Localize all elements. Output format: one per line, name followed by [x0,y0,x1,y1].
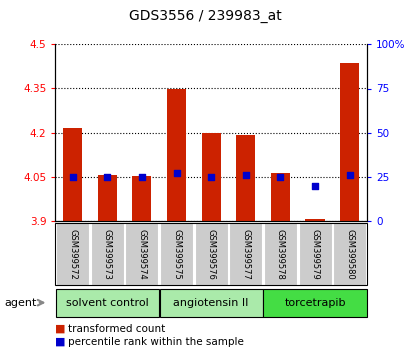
Text: torcetrapib: torcetrapib [283,298,345,308]
Text: ■: ■ [55,324,66,333]
Bar [201,133,220,221]
Text: GSM399572: GSM399572 [68,229,77,279]
Text: GDS3556 / 239983_at: GDS3556 / 239983_at [128,9,281,23]
Text: agent: agent [4,298,36,308]
Point [138,174,145,180]
Text: GSM399578: GSM399578 [275,229,284,279]
Bar [305,219,324,221]
Bar [339,63,358,221]
Text: GSM399575: GSM399575 [172,229,181,279]
Point [242,172,248,178]
Bar [97,175,117,221]
Text: GSM399576: GSM399576 [206,229,215,279]
Point [69,174,76,180]
Bar [270,172,289,221]
Text: solvent control: solvent control [66,298,148,308]
Text: GSM399574: GSM399574 [137,229,146,279]
Point [104,174,110,180]
Point [207,174,214,180]
Point [276,174,283,180]
Text: ■: ■ [55,337,66,347]
Text: GSM399579: GSM399579 [310,229,319,279]
Text: GSM399580: GSM399580 [344,229,353,279]
Text: GSM399573: GSM399573 [103,229,112,279]
Bar [236,135,255,221]
Text: transformed count: transformed count [67,324,164,333]
Bar [63,128,82,221]
Text: angiotensin II: angiotensin II [173,298,248,308]
Text: GSM399577: GSM399577 [240,229,249,279]
Bar [132,176,151,221]
Point [311,183,317,189]
Point [173,171,180,176]
Bar [166,89,186,221]
Point [346,172,352,178]
Text: percentile rank within the sample: percentile rank within the sample [67,337,243,347]
